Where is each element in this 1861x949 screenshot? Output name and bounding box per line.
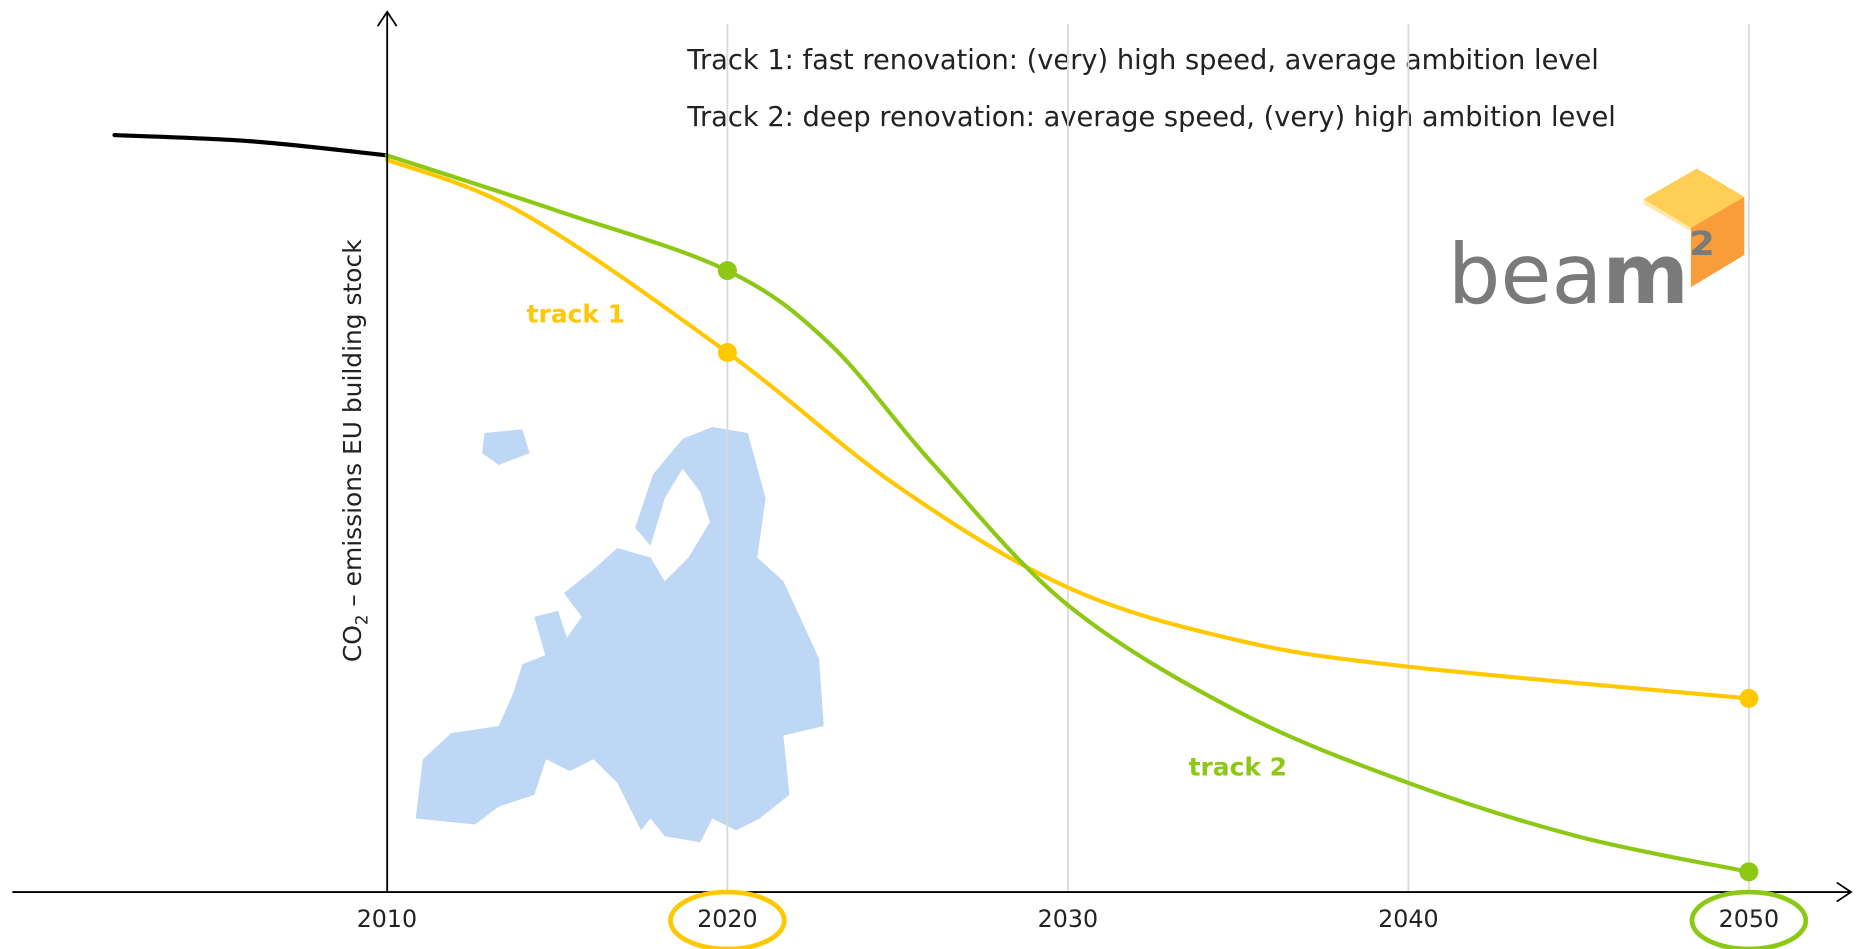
- logo-cube-left: [1643, 199, 1691, 232]
- y-axis-label: CO2 – emissions EU building stock: [338, 239, 371, 662]
- plot: [112, 133, 1759, 882]
- series-line: [384, 153, 1751, 874]
- logo-cube-side: [1690, 196, 1745, 288]
- series-label: track 2: [1189, 753, 1287, 782]
- grid: [386, 23, 1750, 893]
- tick-highlight: [668, 889, 787, 949]
- series-line: [112, 133, 389, 158]
- y-axis-arrow: [376, 10, 398, 27]
- x-axis-arrow: [1836, 881, 1853, 903]
- logo-part: bea: [1448, 226, 1603, 323]
- x-tick-label: 2040: [1378, 905, 1438, 933]
- series-line: [384, 157, 1751, 701]
- x-tick-label: 2020: [697, 905, 757, 933]
- series-label: track 1: [527, 300, 625, 329]
- europe-map: [415, 427, 824, 843]
- y-label-part: CO: [338, 625, 367, 662]
- point: [717, 261, 737, 281]
- x-tick-label: 2050: [1719, 905, 1779, 933]
- tick-highlight: [1689, 889, 1809, 949]
- logo-part: m: [1602, 226, 1689, 323]
- point: [1739, 862, 1759, 882]
- logo-cube-top: [1643, 168, 1745, 228]
- logo-part: ²: [1689, 220, 1715, 289]
- point: [717, 343, 737, 362]
- y-label-part: 2: [352, 615, 371, 626]
- annotation: Track 1: fast renovation: (very) high sp…: [686, 45, 1599, 76]
- x-tick-label: 2010: [357, 905, 417, 933]
- annotation: Track 2: deep renovation: average speed,…: [686, 102, 1616, 133]
- point: [1739, 688, 1759, 708]
- x-tick-label: 2030: [1038, 905, 1098, 933]
- y-label-part: – emissions EU building stock: [338, 239, 367, 615]
- logo: beam²: [1448, 220, 1715, 323]
